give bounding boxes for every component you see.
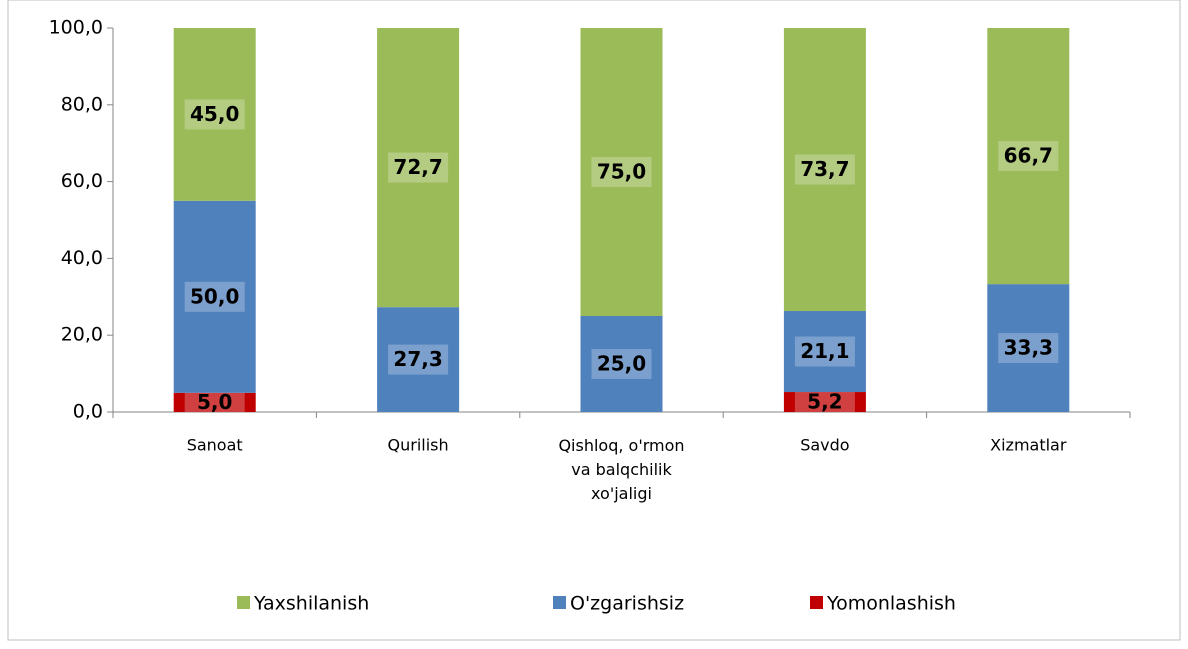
- value-label: 50,0: [190, 284, 239, 308]
- bar-segment: [173, 200, 256, 393]
- value-label-bg: [388, 152, 449, 183]
- x-tick-label: Qishloq, o'rmon va balqchilik xo'jaligi: [558, 436, 684, 503]
- bar-segment: [783, 311, 866, 393]
- x-tick-label-line: xo'jaligi: [591, 484, 652, 503]
- value-label-bg: [388, 344, 449, 375]
- value-label-bg: [184, 392, 245, 412]
- value-label: 73,7: [800, 157, 849, 181]
- bar-segment: [377, 28, 460, 308]
- value-label-bg: [794, 154, 855, 185]
- value-label: 5,0: [197, 390, 232, 414]
- legend-swatch: [237, 596, 250, 609]
- value-label: 33,3: [1004, 336, 1053, 360]
- value-label: 21,1: [800, 339, 849, 363]
- legend-label: Yomonlashish: [826, 593, 956, 615]
- value-label-bg: [998, 333, 1059, 364]
- bar-segment: [987, 284, 1070, 412]
- legend-swatch: [553, 596, 566, 609]
- legend-swatch: [810, 596, 823, 609]
- value-label: 45,0: [190, 102, 239, 126]
- chart-border: [7, 0, 1181, 641]
- value-label: 5,2: [807, 390, 842, 414]
- bar-segment: [987, 28, 1070, 285]
- y-tick-label: 0,0: [73, 401, 103, 423]
- bar-segment: [173, 28, 256, 201]
- bar-segment: [173, 392, 256, 412]
- bar-segment: [377, 307, 460, 412]
- value-label-bg: [591, 349, 652, 379]
- bar-segment: [580, 28, 663, 316]
- y-tick-label: 20,0: [61, 324, 103, 346]
- value-label: 27,3: [393, 347, 442, 371]
- bar-segment: [580, 316, 663, 412]
- x-tick-label: Sanoat: [187, 436, 243, 455]
- value-label-bg: [794, 392, 855, 412]
- value-label-bg: [184, 281, 245, 312]
- x-tick-label: Savdo: [800, 436, 849, 455]
- value-label: 75,0: [597, 160, 646, 184]
- y-tick-label: 80,0: [61, 93, 103, 115]
- x-tick-label-line: va balqchilik: [571, 460, 672, 479]
- value-label-bg: [184, 99, 245, 130]
- x-tick-label-line: Qishloq, o'rmon: [558, 436, 684, 455]
- y-tick-label: 40,0: [61, 247, 103, 269]
- bar-segment: [783, 392, 866, 412]
- y-tick-label: 100,0: [49, 17, 103, 39]
- value-label: 72,7: [393, 155, 442, 179]
- value-label-bg: [998, 141, 1059, 172]
- y-tick-label: 60,0: [61, 170, 103, 192]
- bar-segment: [783, 28, 866, 312]
- x-tick-label: Xizmatlar: [990, 436, 1067, 455]
- value-label-bg: [794, 336, 855, 367]
- x-tick-label: Qurilish: [388, 436, 449, 455]
- legend-label: O'zgarishsiz: [570, 593, 684, 615]
- legend-label: Yaxshilanish: [253, 593, 369, 615]
- value-label: 25,0: [597, 352, 646, 376]
- value-label: 66,7: [1004, 144, 1053, 168]
- value-label-bg: [591, 157, 652, 187]
